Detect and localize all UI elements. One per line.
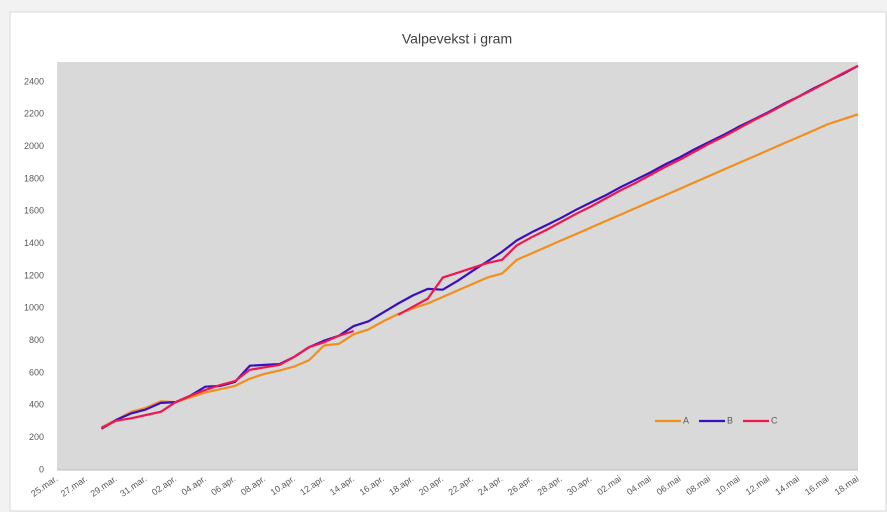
y-tick-label: 1600 [24,206,44,216]
legend-label: B [727,415,733,425]
chart-title: Valpevekst i gram [402,31,512,47]
legend-label: A [683,415,689,425]
series-line [101,113,859,429]
y-tick-label: 200 [29,432,44,442]
y-tick-label: 2000 [24,141,44,151]
y-tick-label: 0 [39,464,44,474]
y-tick-label: 1200 [24,270,44,280]
y-tick-label: 800 [29,335,44,345]
y-tick-label: 1400 [24,238,44,248]
y-tick-label: 2200 [24,109,44,119]
y-tick-label: 1000 [24,303,44,313]
series-line [101,64,859,429]
plot-area [57,62,858,470]
y-tick-label: 1800 [24,173,44,183]
y-tick-label: 400 [29,400,44,410]
y-tick-label: 600 [29,367,44,377]
y-tick-label: 2400 [24,76,44,86]
legend-label: C [771,415,778,425]
